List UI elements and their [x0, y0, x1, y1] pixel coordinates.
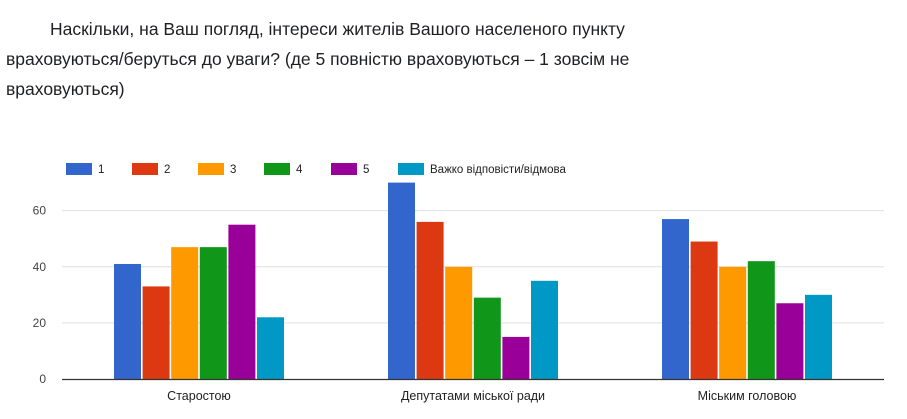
bar: [776, 303, 804, 379]
legend-swatch: [198, 163, 224, 175]
y-tick-label: 20: [33, 316, 47, 330]
legend-label: 1: [98, 164, 104, 176]
question-text: Наскільки, на Ваш погляд, інтереси жител…: [6, 19, 630, 99]
y-tick-label: 0: [39, 372, 46, 386]
bar: [719, 266, 747, 379]
bar: [228, 224, 256, 379]
bar: [199, 247, 227, 379]
bar: [257, 317, 284, 379]
legend-swatch: [398, 163, 424, 175]
legend-swatch: [132, 163, 158, 175]
category-label: Міським головою: [698, 389, 797, 403]
bar: [747, 261, 775, 379]
bar: [662, 219, 689, 379]
bar: [388, 182, 415, 379]
bar: [445, 266, 473, 379]
legend-swatch: [331, 163, 357, 175]
legend-label: 4: [296, 164, 303, 176]
bar: [142, 286, 170, 379]
bar: [416, 221, 444, 379]
legend-label: 3: [230, 164, 236, 176]
bar: [690, 241, 718, 379]
bar: [114, 263, 141, 379]
bar: [473, 297, 501, 379]
category-label: Старостою: [167, 389, 231, 403]
bar: [805, 294, 832, 379]
y-tick-label: 60: [33, 204, 47, 218]
legend-label: Важко відповісти/відмова: [430, 164, 566, 176]
legend-label: 5: [363, 164, 369, 176]
legend-swatch: [264, 163, 290, 175]
legend-label: 2: [164, 164, 170, 176]
bar: [531, 280, 558, 379]
bar: [502, 336, 530, 379]
y-tick-label: 40: [33, 260, 47, 274]
legend-swatch: [66, 163, 92, 175]
category-label: Депутатами міської ради: [401, 389, 545, 403]
bar: [171, 247, 199, 379]
